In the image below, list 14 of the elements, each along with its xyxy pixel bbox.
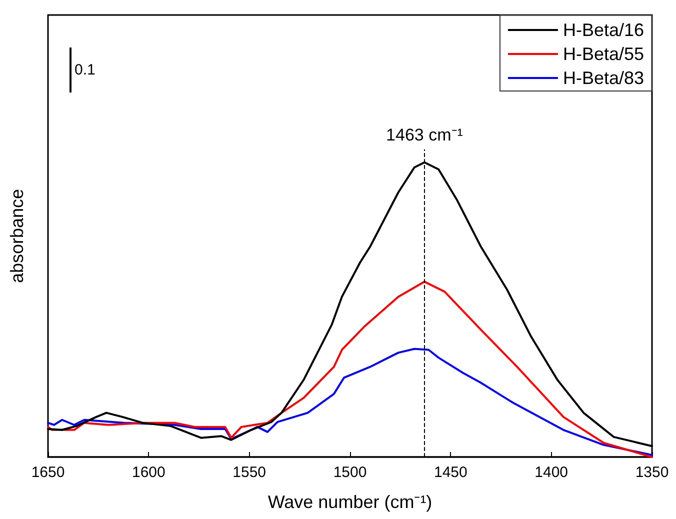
ref-line-label: 1463 cm⁻¹: [386, 125, 464, 144]
legend-label: H-Beta/16: [562, 20, 644, 40]
y-axis-title: absorbance: [7, 188, 27, 284]
legend-label: H-Beta/55: [562, 44, 644, 64]
x-tick-label: 1550: [232, 464, 266, 481]
x-tick-label: 1600: [132, 464, 166, 481]
x-axis-title: Wave number (cm⁻¹): [268, 492, 432, 512]
x-tick-label: 1350: [635, 464, 669, 481]
x-tick-label: 1450: [434, 464, 468, 481]
x-tick-label: 1400: [534, 464, 568, 481]
x-tick-label: 1650: [31, 464, 65, 481]
legend-label: H-Beta/83: [562, 68, 644, 88]
text: 0.1: [74, 62, 96, 78]
x-tick-label: 1500: [333, 464, 367, 481]
